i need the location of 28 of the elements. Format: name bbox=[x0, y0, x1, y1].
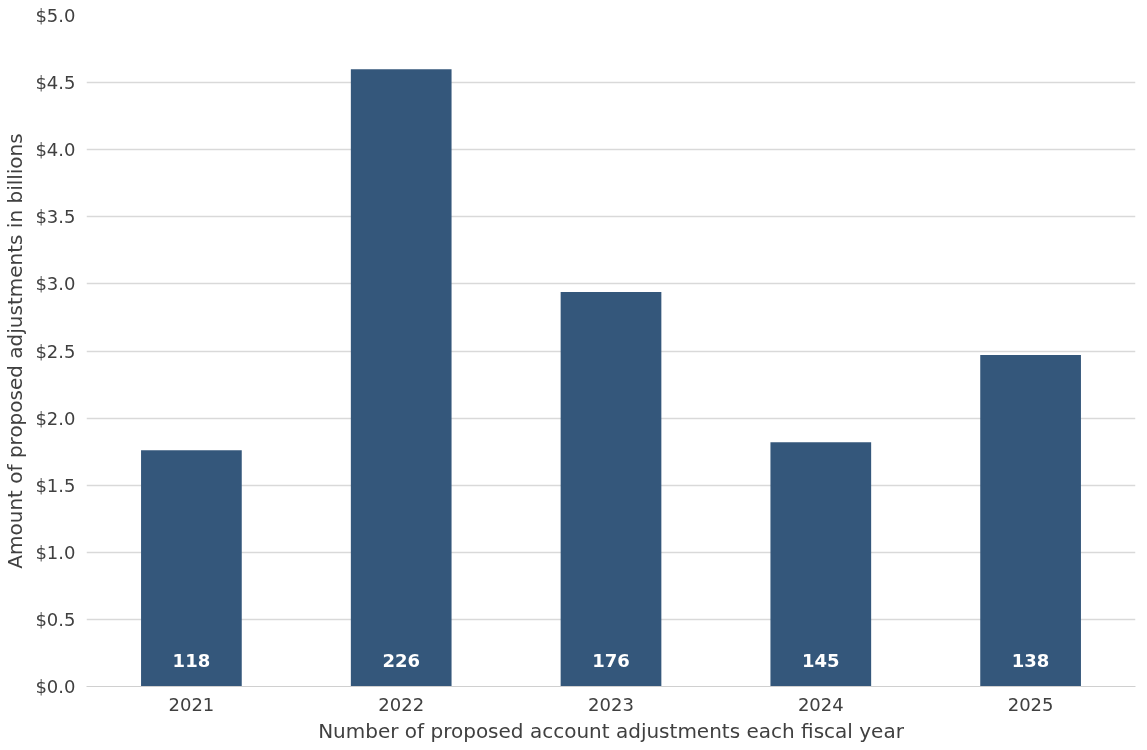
y-tick-label: $2.5 bbox=[35, 340, 76, 362]
y-tick-label: $3.0 bbox=[35, 273, 76, 295]
bar bbox=[560, 291, 662, 687]
y-tick-label: $1.0 bbox=[35, 541, 76, 563]
y-tick-label: $4.5 bbox=[35, 72, 76, 94]
y-tick-label: $0.0 bbox=[35, 676, 76, 697]
annotation: 145 bbox=[802, 650, 840, 671]
bar bbox=[980, 355, 1081, 687]
y-axis-title: Amount of proposed adjustments in billions bbox=[3, 133, 28, 569]
x-tick-label: 2022 bbox=[378, 693, 425, 715]
annotation: 138 bbox=[1011, 650, 1050, 671]
annotation: 118 bbox=[172, 650, 211, 671]
y-tick-label: $1.5 bbox=[35, 474, 76, 496]
bar bbox=[770, 442, 872, 687]
y-tick-label: $2.0 bbox=[35, 407, 76, 429]
x-axis-title: Number of proposed account adjustments each fiscal year bbox=[318, 718, 905, 743]
x-tick-label: 2025 bbox=[1007, 693, 1054, 715]
annotation: 226 bbox=[382, 650, 420, 671]
x-tick-label: 2024 bbox=[797, 693, 844, 715]
annotation: 176 bbox=[592, 650, 630, 671]
y-tick-label: $0.5 bbox=[35, 608, 76, 630]
bar bbox=[350, 69, 452, 687]
y-tick-label: $5.0 bbox=[35, 5, 76, 26]
y-tick-label: $4.0 bbox=[35, 139, 76, 161]
x-tick-label: 2023 bbox=[588, 693, 634, 715]
x-tick-label: 2021 bbox=[168, 693, 215, 715]
y-tick-label: $3.5 bbox=[35, 206, 76, 228]
bar bbox=[141, 450, 242, 687]
